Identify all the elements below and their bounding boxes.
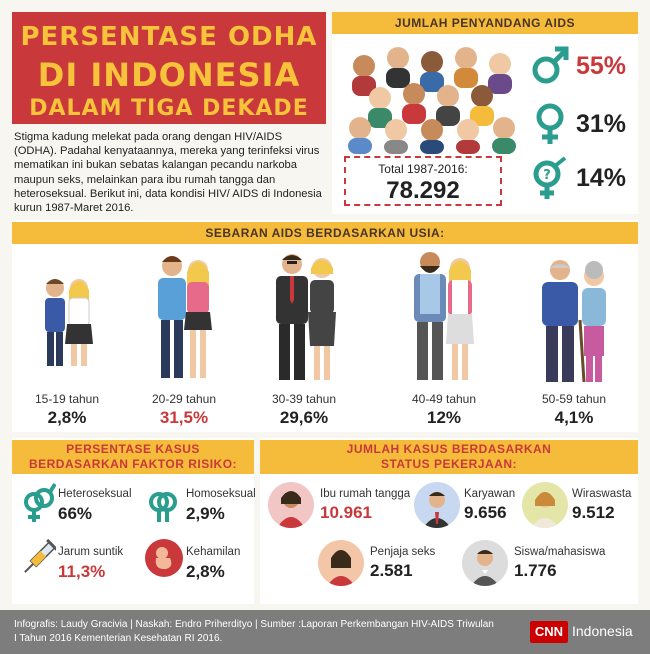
risk-value: 66% — [58, 504, 93, 523]
risk-label: Jarum suntik — [58, 546, 124, 558]
crowd-icon — [348, 47, 516, 154]
homosexual-icon — [149, 492, 177, 522]
entrepreneur-icon — [522, 482, 568, 528]
age-value: 2,8% — [47, 408, 87, 427]
title-line-3: DALAM TIGA DEKADE — [29, 96, 309, 121]
risk-heading-line-1: PERSENTASE KASUS — [66, 442, 200, 456]
age-label: 50-59 tahun — [541, 392, 607, 406]
gender-unknown-row: ? 14% — [530, 156, 640, 200]
job-label: Karyawan — [464, 488, 516, 500]
age-label: 40-49 tahun — [411, 392, 477, 406]
age-value: 4,1% — [554, 408, 594, 427]
total-value: 78.292 — [386, 177, 460, 204]
risk-value: 2,8% — [186, 562, 225, 581]
job-value: 9.512 — [572, 503, 615, 522]
job-heading-line-1: JUMLAH KASUS BERDASARKAN — [346, 442, 552, 456]
male-value: 55% — [576, 52, 627, 80]
teen-couple-icon — [7, 250, 127, 390]
age-group-50-59: 50-59 tahun 4,1% — [514, 250, 634, 428]
job-value: 2.581 — [370, 561, 413, 580]
risk-value: 11,3% — [58, 562, 106, 581]
age-heading: SEBARAN AIDS BERDASARKAN USIA: — [12, 222, 638, 244]
unknown-gender-icon: ? — [533, 156, 567, 199]
unknown-value: 14% — [576, 164, 627, 192]
job-label: Ibu rumah tangga — [320, 488, 411, 500]
job-label: Siswa/mahasiswa — [514, 546, 606, 558]
middle-aged-couple-icon — [384, 250, 504, 390]
svg-text:?: ? — [543, 168, 551, 183]
age-value: 31,5% — [159, 408, 209, 427]
job-value: 1.776 — [514, 561, 557, 580]
age-label: 15-19 tahun — [34, 392, 100, 406]
heterosexual-icon — [24, 482, 56, 522]
age-value: 29,6% — [279, 408, 329, 427]
syringe-icon — [24, 538, 56, 573]
age-group-30-39: 30-39 tahun 29,6% — [244, 250, 364, 428]
employee-icon — [414, 482, 460, 528]
risk-heading: PERSENTASE KASUS BERDASARKAN FAKTOR RISI… — [12, 440, 254, 474]
housewife-icon — [268, 482, 314, 528]
young-couple-icon — [124, 250, 244, 390]
count-heading: JUMLAH PENYANDANG AIDS — [332, 12, 638, 34]
student-icon — [462, 540, 508, 586]
adult-couple-icon — [244, 250, 364, 390]
job-label: Penjaja seks — [370, 546, 436, 558]
gender-male-row: 55% — [530, 44, 640, 88]
risk-heading-line-2: BERDASARKAN FAKTOR RISIKO: — [28, 457, 238, 471]
job-heading: JUMLAH KASUS BERDASARKAN STATUS PEKERJAA… — [260, 440, 638, 474]
gender-female-row: 31% — [530, 102, 640, 146]
risk-label: Kehamilan — [186, 546, 241, 558]
age-value: 12% — [426, 408, 462, 427]
cnn-logo: CNN — [530, 621, 568, 643]
job-heading-line-2: STATUS PEKERJAAN: — [380, 457, 518, 471]
female-value: 31% — [576, 110, 627, 138]
footer-credits: Infografis: Laudy Gracivia | Naskah: End… — [14, 619, 494, 644]
brand-name: Indonesia — [572, 623, 633, 639]
pregnancy-icon — [145, 539, 183, 577]
risk-value: 2,9% — [186, 504, 225, 523]
title-box: PERSENTASE ODHA DI INDONESIA DALAM TIGA … — [12, 12, 326, 124]
total-label: Total 1987-2016: — [378, 162, 468, 176]
job-value: 10.961 — [320, 503, 372, 522]
risk-label: Heteroseksual — [58, 488, 132, 500]
title-line-2: DI INDONESIA — [37, 56, 301, 94]
job-label: Wiraswasta — [572, 488, 632, 500]
age-group-40-49: 40-49 tahun 12% — [384, 250, 504, 428]
age-group-15-19: 15-19 tahun 2,8% — [7, 250, 127, 428]
female-icon — [536, 103, 564, 144]
age-group-20-29: 20-29 tahun 31,5% — [124, 250, 244, 428]
elderly-couple-icon — [514, 250, 634, 390]
intro-text: Stigma kadung melekat pada orang dengan … — [14, 131, 322, 215]
footer: Infografis: Laudy Gracivia | Naskah: End… — [0, 610, 650, 654]
male-icon — [532, 46, 569, 84]
title-line-1: PERSENTASE ODHA — [20, 22, 318, 52]
age-label: 20-29 tahun — [151, 392, 217, 406]
sex-worker-icon — [318, 540, 364, 586]
risk-label: Homoseksual — [186, 488, 256, 500]
total-box: Total 1987-2016: 78.292 — [344, 156, 502, 206]
crowd-illustration — [340, 42, 522, 154]
job-value: 9.656 — [464, 503, 507, 522]
age-label: 30-39 tahun — [271, 392, 337, 406]
